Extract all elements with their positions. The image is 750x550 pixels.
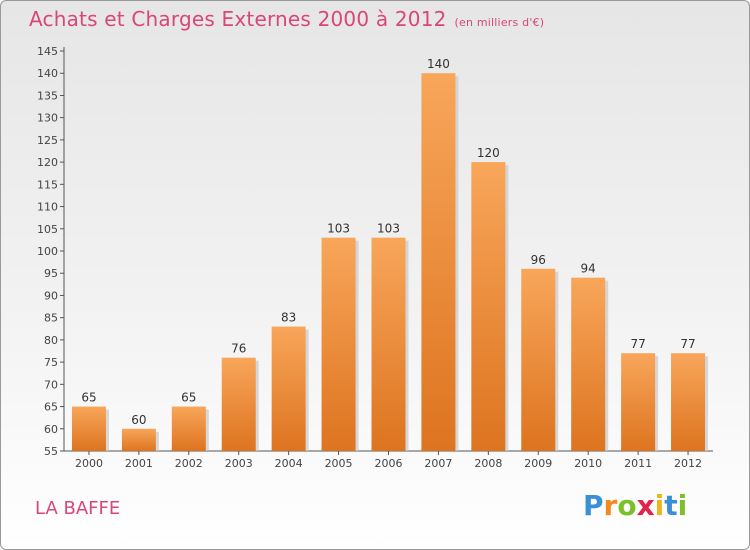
y-axis: 55 60 65 70 75 80 85 90 95 100 105 110 115 120 125 130 1… bbox=[37, 45, 65, 458]
chart-title: Achats et Charges Externes 2000 à 2012 (e… bbox=[29, 7, 544, 31]
x-tick-label: 2000 bbox=[75, 457, 103, 470]
y-tick-label: 95 bbox=[44, 267, 58, 280]
x-tick-label: 2001 bbox=[125, 457, 153, 470]
data-label: 140 bbox=[427, 57, 450, 71]
logo-letter: i bbox=[654, 489, 665, 522]
y-tick-label: 55 bbox=[44, 445, 58, 458]
logo-letter: r bbox=[603, 489, 618, 522]
x-tick-label: 2007 bbox=[424, 457, 452, 470]
logo-letter: o bbox=[617, 489, 637, 522]
y-tick-label: 70 bbox=[44, 378, 58, 391]
y-tick-label: 105 bbox=[37, 223, 58, 236]
data-label: 83 bbox=[281, 311, 296, 325]
commune-name: LA BAFFE bbox=[35, 498, 121, 519]
logo-letter: i bbox=[677, 489, 688, 522]
data-labels: 65 60 65 76 83 103 103 140 120 96 94 77 77 bbox=[81, 57, 695, 427]
x-tick-label: 2012 bbox=[674, 457, 702, 470]
x-tick-label: 2010 bbox=[574, 457, 602, 470]
data-label: 103 bbox=[377, 222, 400, 236]
y-tick-label: 140 bbox=[37, 67, 58, 80]
bar-2005 bbox=[321, 237, 356, 451]
bar-2001 bbox=[121, 428, 156, 451]
bar-2003 bbox=[221, 357, 256, 451]
y-tick-label: 110 bbox=[37, 201, 58, 214]
title-text: Achats et Charges Externes 2000 à 2012 bbox=[29, 7, 447, 31]
y-tick-label: 90 bbox=[44, 289, 58, 302]
bar-2010 bbox=[571, 277, 606, 451]
data-label: 77 bbox=[630, 337, 645, 351]
y-tick-label: 135 bbox=[37, 89, 58, 102]
x-tick-label: 2006 bbox=[375, 457, 403, 470]
x-tick-label: 2004 bbox=[275, 457, 303, 470]
y-tick-label: 115 bbox=[37, 178, 58, 191]
bars bbox=[71, 73, 709, 451]
y-tick-label: 145 bbox=[37, 45, 58, 58]
x-tick-label: 2003 bbox=[225, 457, 253, 470]
data-label: 94 bbox=[581, 262, 596, 276]
bar-2000 bbox=[71, 406, 106, 451]
x-tick-label: 2008 bbox=[474, 457, 502, 470]
bar-2002 bbox=[171, 406, 206, 451]
data-label: 103 bbox=[327, 222, 350, 236]
x-tick-label: 2011 bbox=[624, 457, 652, 470]
logo-letter: x bbox=[636, 489, 655, 522]
y-tick-label: 130 bbox=[37, 112, 58, 125]
y-tick-label: 125 bbox=[37, 134, 58, 147]
data-label: 120 bbox=[477, 146, 500, 160]
data-label: 65 bbox=[81, 391, 96, 405]
y-tick-label: 80 bbox=[44, 334, 58, 347]
data-label: 65 bbox=[181, 391, 196, 405]
bar-2007 bbox=[421, 73, 456, 451]
data-label: 76 bbox=[231, 342, 246, 356]
x-tick-label: 2002 bbox=[175, 457, 203, 470]
y-tick-label: 60 bbox=[44, 423, 58, 436]
data-label: 60 bbox=[131, 413, 146, 427]
bar-2008 bbox=[471, 162, 506, 451]
bar-2009 bbox=[521, 268, 556, 451]
x-tick-label: 2009 bbox=[524, 457, 552, 470]
bar-2011 bbox=[621, 353, 656, 451]
y-tick-label: 75 bbox=[44, 356, 58, 369]
x-tick-label: 2005 bbox=[325, 457, 353, 470]
bar-2004 bbox=[271, 326, 306, 451]
y-tick-label: 85 bbox=[44, 312, 58, 325]
data-label: 96 bbox=[531, 253, 546, 267]
logo-letter: P bbox=[583, 489, 604, 522]
y-tick-label: 65 bbox=[44, 401, 58, 414]
bar-2012 bbox=[671, 353, 706, 451]
bar-2006 bbox=[371, 237, 406, 451]
data-label: 77 bbox=[680, 337, 695, 351]
logo-letter: t bbox=[664, 489, 678, 522]
chart-subtitle: (en milliers d'€) bbox=[454, 16, 545, 29]
proxiti-logo[interactable]: Proxiti bbox=[583, 489, 687, 522]
y-tick-label: 120 bbox=[37, 156, 58, 169]
x-axis: 2000 2001 2002 2003 2004 2005 2006 2007 2008 2009… bbox=[64, 450, 713, 470]
y-tick-label: 100 bbox=[37, 245, 58, 258]
